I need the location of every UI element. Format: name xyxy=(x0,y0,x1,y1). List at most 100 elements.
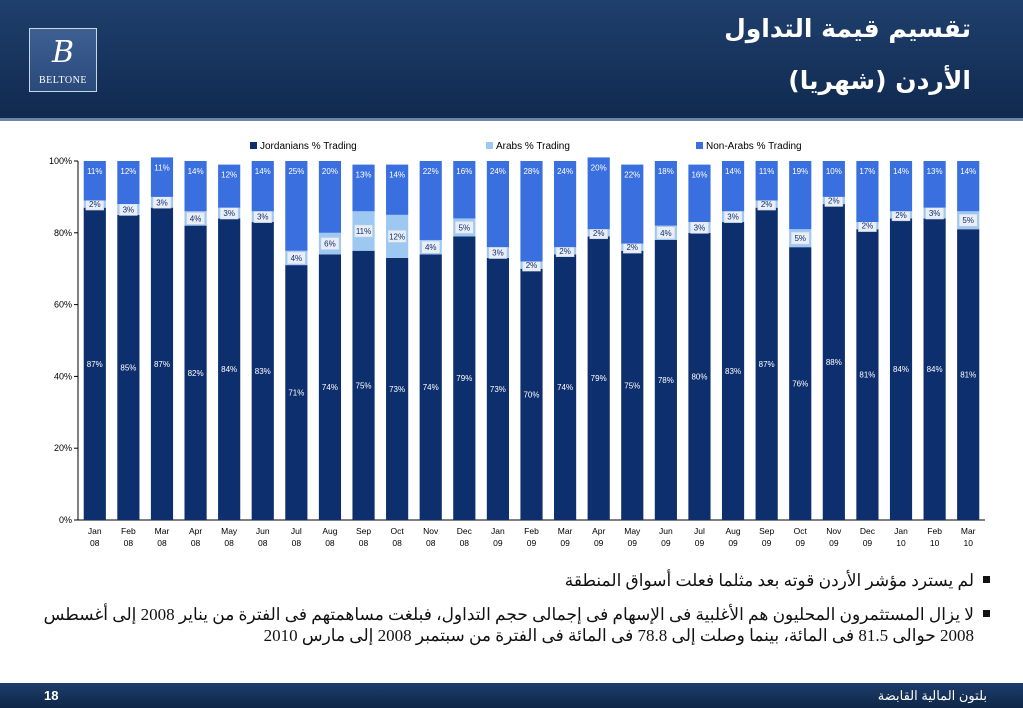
x-tick-label: 09 xyxy=(661,538,671,548)
x-tick-label: Jan xyxy=(491,526,505,536)
legend-label: Arabs % Trading xyxy=(496,141,570,152)
data-label: 11% xyxy=(759,167,774,176)
x-tick-label: 09 xyxy=(527,538,537,548)
data-label-box xyxy=(421,240,440,254)
data-label: 74% xyxy=(557,383,573,392)
data-label: 17% xyxy=(859,167,875,176)
y-tick-label: 100% xyxy=(49,156,72,166)
bar-segment xyxy=(251,161,274,212)
x-tick-label: 09 xyxy=(762,538,772,548)
data-label: 12% xyxy=(221,171,237,180)
bar-segment xyxy=(520,268,543,520)
data-label: 87% xyxy=(87,360,103,369)
y-tick-label: 80% xyxy=(54,228,72,238)
bar-segment xyxy=(923,161,946,208)
data-label: 2% xyxy=(559,247,571,256)
x-tick-label: 09 xyxy=(493,538,503,548)
data-label: 75% xyxy=(356,381,372,390)
data-label: 11% xyxy=(154,163,169,172)
legend-label: Non-Arabs % Trading xyxy=(706,141,802,152)
bar-segment xyxy=(688,232,711,521)
data-label: 24% xyxy=(490,167,506,176)
data-label-box xyxy=(354,224,373,238)
data-label: 19% xyxy=(792,167,808,176)
bar-segment xyxy=(554,161,577,248)
data-label: 2% xyxy=(593,229,605,238)
data-label: 3% xyxy=(727,213,739,222)
x-tick-label: Mar xyxy=(155,526,170,536)
data-label-box xyxy=(186,212,205,225)
data-label: 18% xyxy=(658,167,674,176)
bar-segment xyxy=(554,254,577,520)
bar-segment xyxy=(755,207,778,521)
data-label: 3% xyxy=(123,205,135,214)
bar-segment xyxy=(889,161,913,212)
data-label: 5% xyxy=(459,223,471,232)
legend-swatch xyxy=(250,142,257,149)
bar-segment xyxy=(184,225,207,520)
x-tick-label: 09 xyxy=(863,538,873,548)
notes-list: لم يسترد مؤشر الأردن قوته بعد مثلما فعلت… xyxy=(40,570,990,646)
data-label: 12% xyxy=(120,167,136,176)
data-label: 5% xyxy=(794,234,806,243)
bar-segment xyxy=(486,257,509,520)
data-label: 2% xyxy=(828,196,840,205)
data-label: 71% xyxy=(288,389,304,398)
logo-mark: B xyxy=(51,35,75,70)
bar-segment xyxy=(318,161,342,233)
x-tick-label: Jan xyxy=(894,526,908,536)
bar-segment xyxy=(83,207,106,521)
data-label: 3% xyxy=(257,213,269,222)
bar-segment xyxy=(721,161,745,212)
page-number: 18 xyxy=(44,688,59,703)
data-label: 81% xyxy=(859,371,875,380)
x-tick-label: Aug xyxy=(322,526,337,536)
data-label: 85% xyxy=(120,363,136,372)
trading-value-chart: 0% 20% 40% 60% 80% 100% 87% 2% 11% Jan 08 85% 3% 12% F… xyxy=(49,141,985,548)
bar-segment xyxy=(352,164,375,212)
data-label: 5% xyxy=(962,216,974,225)
x-tick-label: Mar xyxy=(558,526,573,536)
x-tick-label: Feb xyxy=(927,526,942,536)
x-tick-label: Apr xyxy=(189,526,202,536)
bar-segment xyxy=(453,236,476,520)
x-tick-label: Jun xyxy=(256,526,270,536)
x-tick-label: Mar xyxy=(961,526,976,536)
data-label: 24% xyxy=(557,167,573,176)
data-label: 4% xyxy=(425,243,437,252)
bar-segment xyxy=(218,218,241,520)
x-tick-label: Jun xyxy=(659,526,673,536)
x-tick-label: 08 xyxy=(258,538,268,548)
x-tick-label: Oct xyxy=(794,526,808,536)
slide-header: B BELTONE تقسيم قيمة التداول الأردن (شهر… xyxy=(0,0,1023,118)
bar-segment xyxy=(150,157,174,197)
bar-segment xyxy=(688,164,711,223)
x-tick-label: Jul xyxy=(694,526,705,536)
data-label: 11% xyxy=(356,227,371,236)
data-label: 3% xyxy=(929,209,941,218)
data-label: 3% xyxy=(156,198,168,207)
legend-label: Jordanians % Trading xyxy=(260,141,357,152)
x-tick-label: Dec xyxy=(860,526,876,536)
bar-segment xyxy=(587,236,610,520)
data-label: 14% xyxy=(893,167,909,176)
bar-segment xyxy=(285,161,308,251)
x-tick-label: 08 xyxy=(359,538,369,548)
data-label: 14% xyxy=(389,171,405,180)
logo-text: BELTONE xyxy=(39,75,87,86)
data-label: 12% xyxy=(389,232,405,241)
x-tick-label: 08 xyxy=(325,538,335,548)
bar-segment xyxy=(957,161,980,212)
data-label: 22% xyxy=(423,167,439,176)
note-item: لم يسترد مؤشر الأردن قوته بعد مثلما فعلت… xyxy=(40,570,990,591)
data-label: 78% xyxy=(658,376,674,385)
data-label: 87% xyxy=(154,360,170,369)
data-label: 80% xyxy=(691,372,707,381)
bar-segment xyxy=(318,254,342,520)
x-tick-label: Nov xyxy=(423,526,439,536)
x-tick-label: Jan xyxy=(88,526,102,536)
data-label: 2% xyxy=(526,261,538,270)
data-label: 4% xyxy=(291,254,303,263)
data-label: 79% xyxy=(456,374,472,383)
x-tick-label: Nov xyxy=(826,526,842,536)
